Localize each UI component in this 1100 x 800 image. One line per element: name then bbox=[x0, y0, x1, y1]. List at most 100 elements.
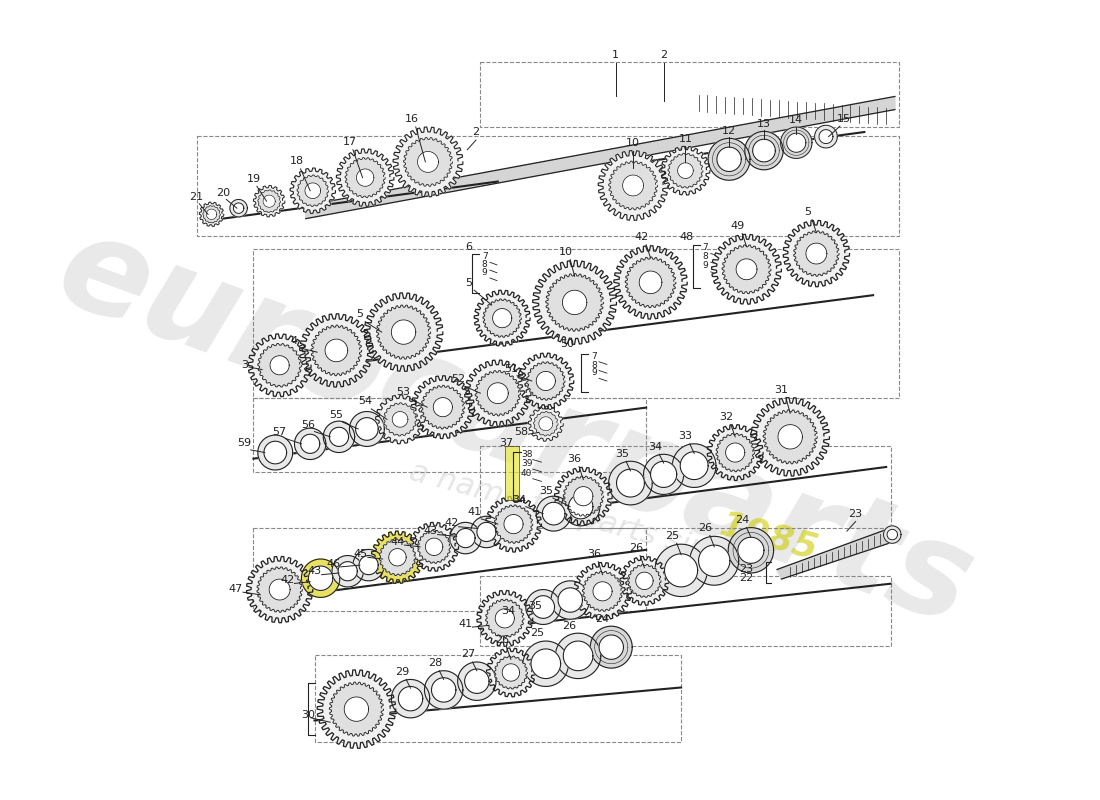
Polygon shape bbox=[616, 469, 645, 497]
Polygon shape bbox=[712, 234, 781, 304]
Polygon shape bbox=[270, 356, 289, 375]
Text: 42: 42 bbox=[444, 518, 459, 529]
Text: 24: 24 bbox=[735, 515, 749, 525]
Polygon shape bbox=[690, 536, 739, 585]
Polygon shape bbox=[583, 571, 623, 611]
Polygon shape bbox=[483, 299, 521, 338]
Polygon shape bbox=[376, 305, 430, 359]
Text: 56: 56 bbox=[301, 420, 316, 430]
Polygon shape bbox=[487, 382, 508, 404]
Text: 26: 26 bbox=[562, 621, 576, 630]
Text: 9: 9 bbox=[591, 369, 596, 378]
Text: 36: 36 bbox=[586, 549, 601, 559]
Polygon shape bbox=[745, 131, 783, 170]
Polygon shape bbox=[556, 633, 601, 678]
Text: 29: 29 bbox=[395, 667, 409, 677]
Text: 30: 30 bbox=[301, 710, 316, 720]
Polygon shape bbox=[542, 502, 565, 525]
Text: 7: 7 bbox=[482, 253, 487, 262]
Polygon shape bbox=[324, 339, 348, 362]
Polygon shape bbox=[778, 425, 802, 449]
Text: 32: 32 bbox=[719, 412, 734, 422]
Polygon shape bbox=[777, 530, 889, 579]
Polygon shape bbox=[574, 562, 631, 620]
Text: 25: 25 bbox=[666, 530, 680, 541]
Polygon shape bbox=[722, 245, 771, 294]
Polygon shape bbox=[614, 246, 688, 319]
Text: 12: 12 bbox=[722, 126, 736, 136]
Text: 14: 14 bbox=[789, 115, 803, 126]
Polygon shape bbox=[311, 325, 362, 376]
Text: 25: 25 bbox=[530, 629, 544, 638]
Text: 52: 52 bbox=[451, 374, 465, 385]
Polygon shape bbox=[372, 531, 424, 583]
Polygon shape bbox=[887, 530, 898, 540]
Polygon shape bbox=[455, 529, 475, 548]
Text: 28: 28 bbox=[428, 658, 442, 668]
Polygon shape bbox=[300, 434, 320, 454]
Polygon shape bbox=[536, 371, 556, 390]
Text: 36: 36 bbox=[568, 454, 582, 464]
Polygon shape bbox=[257, 343, 301, 387]
Polygon shape bbox=[608, 462, 652, 505]
Text: 47: 47 bbox=[229, 584, 243, 594]
Text: 39: 39 bbox=[521, 459, 532, 468]
Text: 10: 10 bbox=[559, 247, 573, 257]
Polygon shape bbox=[786, 133, 806, 152]
Text: 53: 53 bbox=[396, 386, 410, 397]
Text: 5: 5 bbox=[465, 278, 473, 287]
Polygon shape bbox=[738, 537, 764, 563]
Polygon shape bbox=[644, 454, 684, 494]
Polygon shape bbox=[388, 549, 406, 566]
Polygon shape bbox=[593, 582, 612, 601]
Polygon shape bbox=[608, 161, 658, 210]
Polygon shape bbox=[393, 411, 408, 427]
Polygon shape bbox=[290, 168, 336, 214]
Polygon shape bbox=[364, 293, 443, 371]
Text: 10: 10 bbox=[626, 138, 640, 148]
Polygon shape bbox=[726, 443, 745, 462]
Text: 7: 7 bbox=[703, 243, 708, 252]
Text: 8: 8 bbox=[591, 361, 596, 370]
Polygon shape bbox=[329, 427, 349, 446]
Polygon shape bbox=[474, 290, 530, 346]
Polygon shape bbox=[716, 434, 755, 472]
Polygon shape bbox=[883, 526, 901, 543]
Text: 15: 15 bbox=[836, 114, 850, 124]
Polygon shape bbox=[375, 395, 425, 444]
Text: 5: 5 bbox=[804, 207, 811, 217]
Text: 35: 35 bbox=[615, 449, 629, 458]
Polygon shape bbox=[806, 243, 827, 264]
Text: 42: 42 bbox=[280, 575, 295, 585]
Polygon shape bbox=[820, 130, 833, 143]
Polygon shape bbox=[781, 127, 812, 158]
Text: 27: 27 bbox=[461, 650, 475, 659]
Polygon shape bbox=[458, 662, 496, 700]
Text: 26: 26 bbox=[628, 543, 642, 553]
Polygon shape bbox=[485, 496, 541, 552]
Polygon shape bbox=[486, 648, 536, 697]
Polygon shape bbox=[531, 649, 561, 678]
Polygon shape bbox=[264, 441, 287, 464]
Text: eurocarparts: eurocarparts bbox=[42, 204, 989, 652]
Polygon shape bbox=[717, 147, 741, 171]
Polygon shape bbox=[356, 169, 374, 186]
Text: 37: 37 bbox=[499, 438, 514, 448]
Polygon shape bbox=[305, 183, 320, 198]
Polygon shape bbox=[524, 641, 569, 686]
Text: 23: 23 bbox=[739, 564, 754, 574]
Polygon shape bbox=[680, 452, 708, 479]
Text: 8: 8 bbox=[482, 260, 487, 270]
Polygon shape bbox=[554, 467, 612, 525]
Polygon shape bbox=[503, 664, 519, 681]
Polygon shape bbox=[707, 425, 763, 481]
Polygon shape bbox=[257, 435, 293, 470]
Text: 44: 44 bbox=[390, 537, 405, 546]
Polygon shape bbox=[494, 656, 528, 689]
Polygon shape bbox=[418, 151, 439, 172]
Polygon shape bbox=[494, 505, 532, 543]
Polygon shape bbox=[350, 411, 384, 446]
Text: 33: 33 bbox=[679, 431, 692, 441]
Text: 57: 57 bbox=[273, 427, 287, 437]
Polygon shape bbox=[504, 514, 524, 534]
